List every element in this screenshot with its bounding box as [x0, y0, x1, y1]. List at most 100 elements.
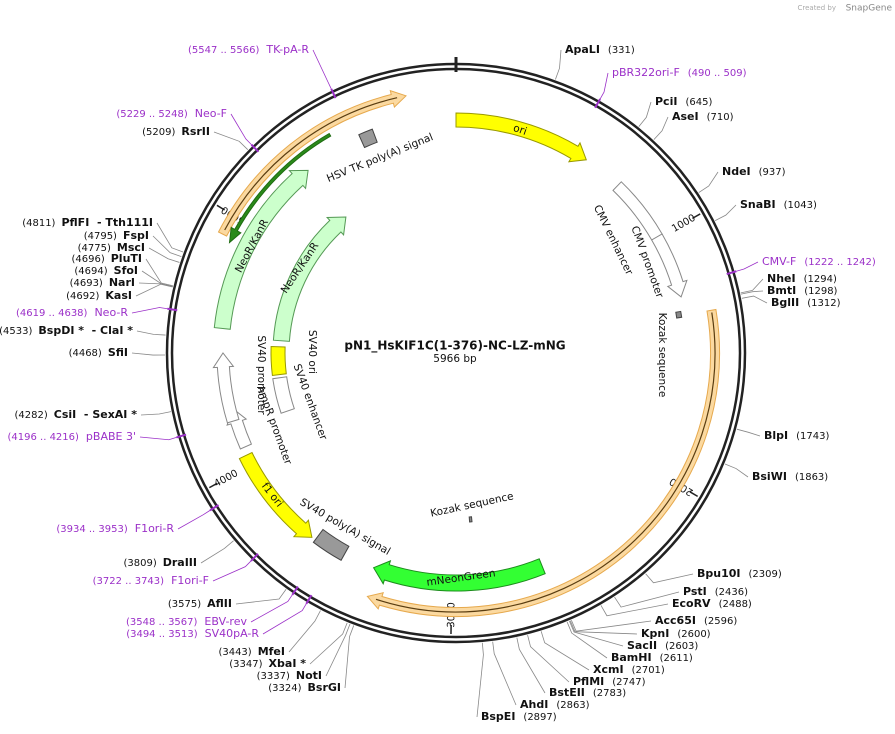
enzyme-connector	[131, 352, 166, 356]
enzyme-name: BlpI	[764, 429, 788, 442]
feature-mneongreen	[372, 558, 546, 592]
feature-label: HSV TK poly(A) signal	[325, 131, 435, 185]
enzyme-connector	[309, 622, 348, 665]
primer-mark	[594, 98, 601, 109]
primer-name: CMV-F	[762, 255, 796, 268]
enzyme-position: (2603)	[665, 641, 698, 652]
primer-mark	[250, 553, 259, 562]
enzyme-connector	[555, 49, 562, 80]
enzyme-position: (937)	[759, 167, 786, 178]
enzyme-position: (2863)	[556, 700, 589, 711]
enzyme-connector	[614, 591, 680, 608]
enzyme-position: (3347)	[229, 659, 262, 670]
feature-label: SV40 ori	[306, 330, 318, 374]
enzyme-position: (4533)	[0, 326, 32, 337]
feature-f1-ori	[238, 451, 313, 538]
primer-mark	[209, 504, 220, 512]
enzyme-name: XcmI	[593, 663, 624, 676]
enzyme-position: (4282)	[15, 410, 48, 421]
primer-mark	[726, 270, 737, 275]
enzyme-name: ApaLI	[565, 43, 600, 56]
primer-range: (5547 .. 5566)	[188, 45, 260, 56]
tick-mark	[216, 204, 225, 211]
enzyme-name: PflFI - Tth111I	[61, 216, 153, 229]
watermark-brand: SnapGene	[846, 4, 893, 14]
primer-name: Neo-R	[94, 306, 128, 319]
enzyme-name: SacII	[627, 639, 657, 652]
feature-cmv-promoter	[651, 233, 688, 298]
enzyme-connector	[569, 620, 624, 647]
enzyme-position: (1298)	[804, 286, 837, 297]
primer-connector	[212, 560, 252, 582]
primer-name: pBR322ori-F	[612, 66, 680, 79]
orf-inner	[228, 132, 332, 244]
enzyme-connector	[325, 623, 351, 677]
tick-mark	[689, 491, 699, 498]
enzyme-position: (2783)	[593, 688, 626, 699]
enzyme-connector	[288, 610, 321, 653]
enzyme-connector	[516, 637, 546, 694]
enzyme-connector	[152, 235, 182, 258]
enzyme-connector	[235, 589, 287, 605]
primer-range: (4619 .. 4638)	[16, 308, 88, 319]
feature-label: CMV enhancer	[591, 203, 636, 277]
enzyme-name: BsrGI	[308, 681, 341, 694]
enzyme-position: (331)	[608, 45, 635, 56]
feature-label: SV40 promoter	[255, 335, 267, 415]
enzyme-name: XbaI *	[269, 657, 307, 670]
enzyme-name: KpnI	[641, 627, 669, 640]
primer-connector	[736, 261, 759, 272]
tick-mark	[209, 482, 218, 489]
enzyme-position: (2596)	[704, 616, 737, 627]
enzyme-connector	[736, 428, 761, 437]
watermark-prefix: Created by	[797, 4, 836, 12]
enzyme-position: (4693)	[70, 278, 103, 289]
enzyme-connector	[698, 171, 719, 193]
primer-mark	[330, 88, 337, 99]
enzyme-connector	[213, 131, 249, 150]
enzyme-name: SfoI	[114, 264, 138, 277]
enzyme-position: (4696)	[71, 254, 104, 265]
enzyme-name: EcoRV	[672, 597, 711, 610]
enzyme-connector	[653, 116, 669, 140]
primer-range: (3934 .. 3953)	[56, 524, 128, 535]
enzyme-connector	[527, 634, 570, 683]
enzyme-connector	[570, 620, 652, 632]
enzyme-name: BmtI	[767, 284, 796, 297]
enzyme-connector	[741, 295, 768, 304]
primer-name: EBV-rev	[204, 615, 247, 628]
enzyme-position: (2436)	[715, 587, 748, 598]
enzyme-position: (710)	[707, 112, 734, 123]
feature-sv40-enhancer	[272, 376, 295, 414]
enzyme-connector	[540, 631, 590, 671]
enzyme-name: AseI	[672, 110, 699, 123]
enzyme-position: (2488)	[719, 599, 752, 610]
feature-hsv-tk	[358, 128, 378, 149]
orf-line	[224, 97, 398, 231]
plasmid-name: pN1_HsKIF1C(1-376)-NC-LZ-mNG	[344, 339, 565, 354]
enzyme-position: (4468)	[69, 348, 102, 359]
orf-arc	[217, 89, 407, 237]
enzyme-position: (645)	[685, 97, 712, 108]
enzyme-connector	[566, 621, 608, 659]
primer-name: Neo-F	[195, 107, 227, 120]
primer-range: (5229 .. 5248)	[116, 109, 188, 120]
enzyme-name: BsiWI	[752, 470, 787, 483]
primer-connector	[599, 72, 609, 100]
enzyme-name: AhdI	[520, 698, 548, 711]
enzyme-name: BstEII	[549, 686, 585, 699]
enzyme-name: BspDI * - ClaI *	[38, 324, 133, 337]
enzyme-name: FspI	[123, 229, 149, 242]
enzyme-name: NotI	[296, 669, 322, 682]
enzyme-connector	[569, 620, 638, 635]
enzyme-position: (3809)	[123, 558, 156, 569]
enzyme-position: (3443)	[218, 647, 251, 658]
orf-arc	[366, 308, 720, 617]
enzyme-position: (1294)	[804, 274, 837, 285]
feature-neor-outer	[213, 169, 309, 330]
enzyme-name: DraIII	[163, 556, 197, 569]
primer-range: (3722 .. 3743)	[93, 576, 165, 587]
feature-kozak	[675, 310, 683, 319]
feature-kozak-2	[468, 516, 473, 523]
